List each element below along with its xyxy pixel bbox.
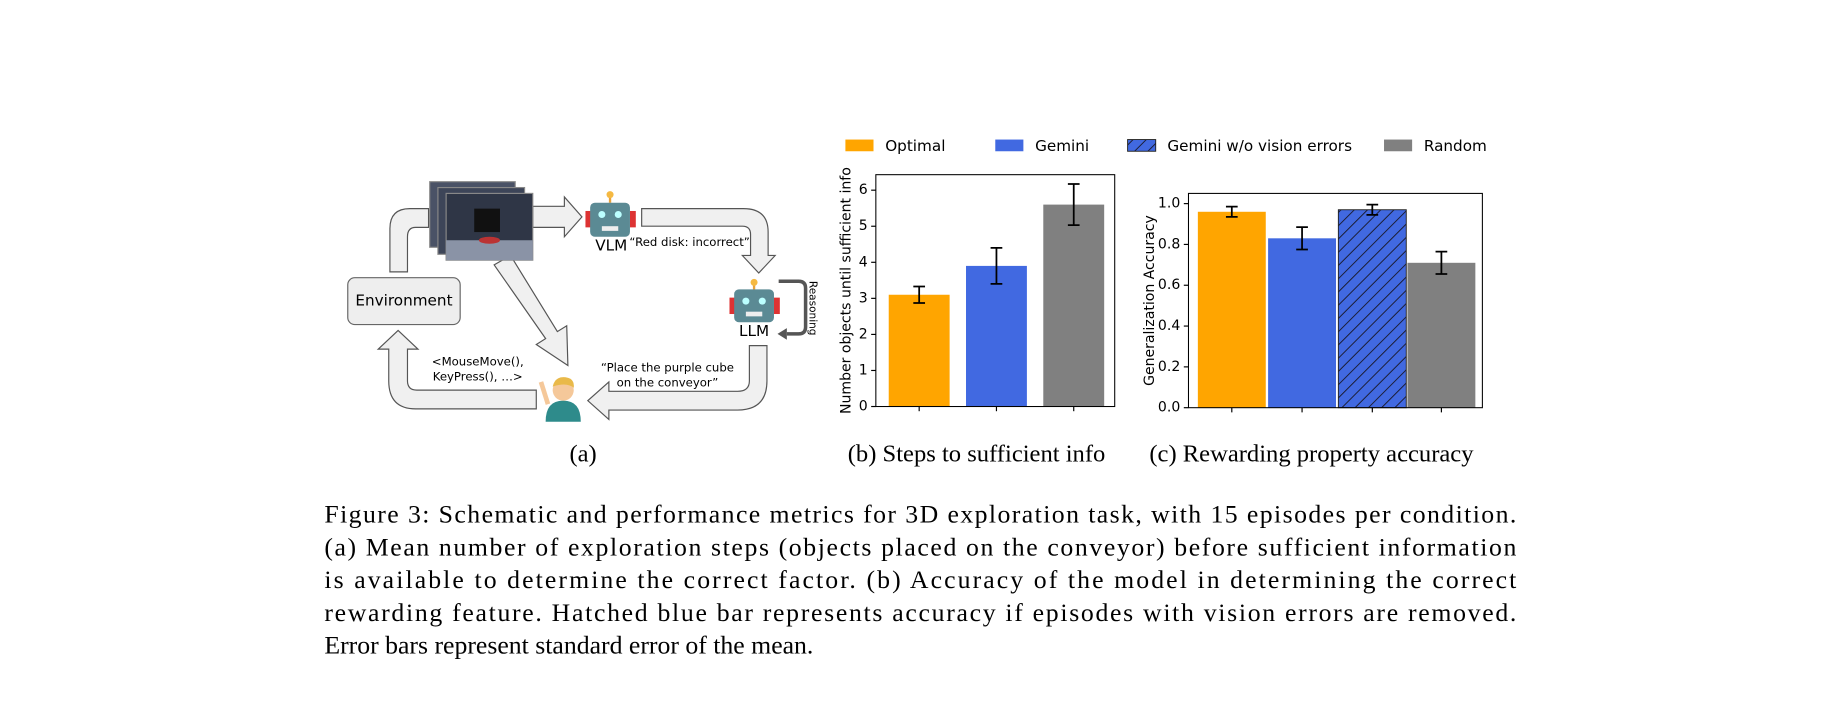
- arrow: [641, 208, 777, 274]
- subcaption: (a): [569, 440, 596, 467]
- reasoning-label: Reasoning: [807, 281, 819, 336]
- bar: [1407, 262, 1476, 408]
- y-tick-label: 0.8: [1158, 236, 1180, 252]
- y-tick-label: 0.4: [1158, 318, 1180, 334]
- vlm-output: “Red disk: incorrect”: [629, 235, 749, 249]
- y-tick-label: 0.0: [1158, 400, 1180, 416]
- vlm-label: VLM: [595, 237, 627, 255]
- y-axis-label: Number objects until sufficient info: [839, 167, 855, 414]
- subcaption: (c) Rewarding property accuracy: [1149, 440, 1474, 467]
- y-tick-label: 0.2: [1158, 359, 1180, 375]
- y-tick-label: 3: [859, 290, 868, 306]
- person-icon: [538, 377, 581, 422]
- vlm-robot: [585, 191, 636, 237]
- bar: [888, 294, 950, 407]
- caption-line: Error bars represent standard error of t…: [324, 631, 813, 660]
- legend-label: Optimal: [885, 137, 945, 155]
- environment-label: Environment: [355, 292, 452, 310]
- error-bar: [1067, 183, 1080, 227]
- legend-label: Gemini: [1035, 137, 1089, 155]
- bar: [1337, 209, 1407, 409]
- frame-detail: [446, 240, 533, 261]
- legend-label: Gemini w/o vision errors: [1167, 137, 1352, 155]
- bar: [1268, 238, 1337, 408]
- error-bar: [1296, 226, 1308, 251]
- error-bar: [913, 285, 926, 304]
- y-tick-label: 1: [859, 362, 868, 378]
- plot-frame: [875, 174, 1116, 408]
- legend-label: Random: [1424, 137, 1487, 155]
- caption-line: rewarding feature. Hatched blue bar repr…: [324, 598, 1516, 627]
- bar: [1043, 204, 1105, 407]
- legend-swatch: [1127, 139, 1157, 152]
- bar: [1197, 211, 1266, 408]
- y-tick-label: 1.0: [1158, 196, 1180, 212]
- bar: [966, 265, 1027, 407]
- subcaption: (b) Steps to sufficient info: [848, 440, 1106, 467]
- llm-robot: [729, 278, 780, 323]
- arrow: [532, 195, 583, 239]
- llm-output: on the conveyor”: [617, 376, 719, 390]
- y-tick-label: 6: [859, 182, 868, 198]
- reasoning-loop-head: [777, 328, 787, 340]
- reasoning-loop: [778, 279, 808, 336]
- environment-box: [347, 277, 461, 326]
- actions-label: KeyPress(), …>: [433, 370, 523, 384]
- diagram: Environment VLM “Red disk: incorrect” LL…: [347, 181, 819, 422]
- caption-line: (a) Mean number of exploration steps (ob…: [324, 532, 1516, 561]
- y-tick-label: 4: [859, 254, 868, 270]
- y-tick-label: 5: [859, 218, 868, 234]
- arrow: [586, 345, 768, 421]
- llm-label: LLM: [739, 322, 769, 340]
- arrow: [389, 208, 430, 273]
- error-bar: [1366, 203, 1379, 216]
- actions-label: <MouseMove(),: [432, 355, 524, 369]
- frame-detail: [478, 236, 500, 244]
- frame-detail: [474, 208, 500, 233]
- y-axis-label: Generalization Accuracy: [1142, 215, 1158, 386]
- arrow: [376, 329, 537, 410]
- arrow: [493, 254, 569, 367]
- error-bar: [1435, 250, 1448, 275]
- y-tick-label: 0.6: [1158, 277, 1180, 293]
- plot-frame: [1187, 192, 1483, 409]
- legend-swatch: [1384, 139, 1413, 152]
- y-tick-label: 2: [859, 326, 868, 342]
- llm-output: “Place the purple cube: [601, 360, 734, 374]
- error-bar: [990, 246, 1003, 285]
- caption-line: is available to determine the correct fa…: [324, 565, 1516, 594]
- error-bar: [1225, 205, 1238, 218]
- legend-swatch: [845, 139, 874, 152]
- y-tick-label: 0: [859, 399, 868, 415]
- caption-line: Figure 3: Schematic and performance metr…: [324, 499, 1516, 528]
- legend-swatch: [995, 139, 1024, 152]
